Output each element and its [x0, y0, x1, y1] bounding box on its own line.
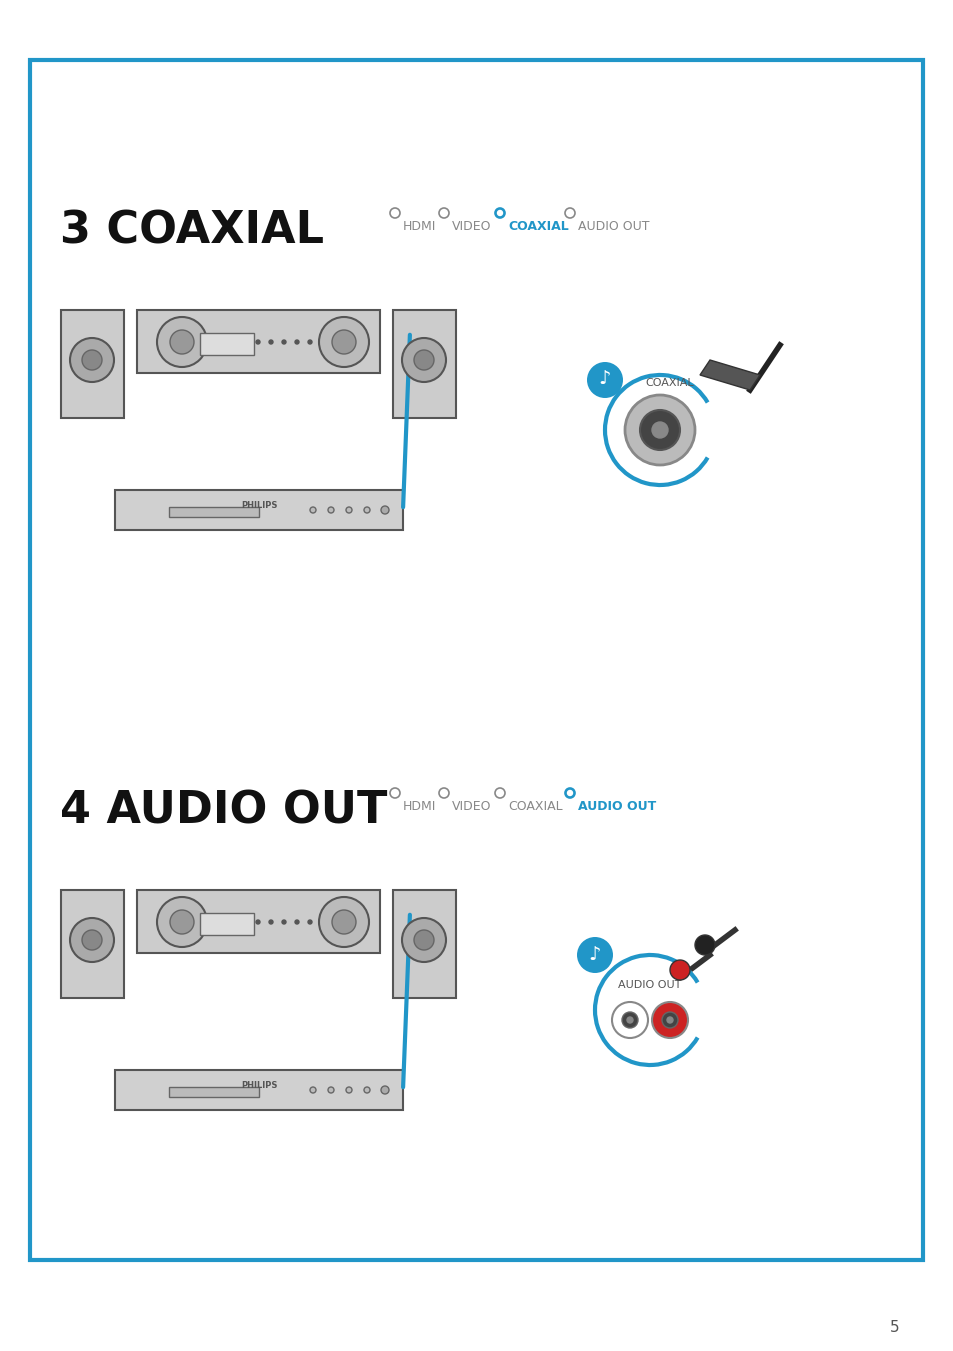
Circle shape: [364, 507, 370, 513]
Text: 3 COAXIAL: 3 COAXIAL: [60, 209, 324, 253]
Circle shape: [294, 920, 298, 924]
Circle shape: [157, 317, 207, 367]
Circle shape: [294, 340, 298, 345]
Bar: [137, 309, 379, 373]
Circle shape: [318, 317, 369, 367]
Text: HDMI: HDMI: [402, 220, 436, 232]
Bar: [200, 332, 253, 355]
Circle shape: [328, 507, 334, 513]
Circle shape: [318, 897, 369, 947]
Text: VIDEO: VIDEO: [452, 220, 491, 232]
Circle shape: [666, 1017, 672, 1023]
Circle shape: [414, 350, 434, 370]
Circle shape: [70, 917, 113, 962]
Text: VIDEO: VIDEO: [452, 800, 491, 813]
Text: COAXIAL: COAXIAL: [507, 220, 568, 232]
Circle shape: [255, 920, 260, 924]
Text: HDMI: HDMI: [402, 800, 436, 813]
Circle shape: [310, 507, 315, 513]
Bar: [115, 1070, 402, 1111]
Circle shape: [495, 208, 504, 218]
Circle shape: [497, 211, 502, 216]
Circle shape: [282, 340, 286, 345]
Circle shape: [170, 911, 193, 934]
Circle shape: [401, 917, 446, 962]
Circle shape: [612, 1002, 647, 1038]
Text: COAXIAL: COAXIAL: [645, 378, 694, 388]
Circle shape: [282, 920, 286, 924]
Bar: [61, 890, 124, 998]
Circle shape: [70, 338, 113, 382]
Circle shape: [380, 507, 389, 513]
Circle shape: [157, 897, 207, 947]
Circle shape: [332, 911, 355, 934]
Text: AUDIO OUT: AUDIO OUT: [578, 220, 649, 232]
Text: PHILIPS: PHILIPS: [240, 1081, 277, 1089]
Circle shape: [346, 507, 352, 513]
Circle shape: [308, 340, 312, 345]
Polygon shape: [700, 359, 760, 390]
Circle shape: [346, 1088, 352, 1093]
Circle shape: [621, 1012, 638, 1028]
Circle shape: [661, 1012, 678, 1028]
Bar: [61, 309, 124, 417]
Circle shape: [414, 929, 434, 950]
Circle shape: [170, 330, 193, 354]
Circle shape: [564, 788, 575, 798]
Circle shape: [586, 362, 622, 399]
Text: AUDIO OUT: AUDIO OUT: [578, 800, 656, 813]
Circle shape: [626, 1017, 633, 1023]
Text: 4 AUDIO OUT: 4 AUDIO OUT: [60, 790, 387, 834]
Circle shape: [624, 394, 695, 465]
Circle shape: [332, 330, 355, 354]
Bar: [30, 59, 923, 1260]
Circle shape: [380, 1086, 389, 1094]
Circle shape: [269, 920, 273, 924]
Circle shape: [328, 1088, 334, 1093]
Circle shape: [82, 929, 102, 950]
Bar: [115, 490, 402, 530]
Circle shape: [308, 920, 312, 924]
Bar: [169, 507, 258, 517]
Circle shape: [639, 409, 679, 450]
Circle shape: [567, 790, 572, 796]
Bar: [200, 913, 253, 935]
Bar: [137, 890, 379, 952]
Circle shape: [695, 935, 714, 955]
Circle shape: [651, 1002, 687, 1038]
Circle shape: [255, 340, 260, 345]
Circle shape: [310, 1088, 315, 1093]
Circle shape: [243, 920, 247, 924]
Circle shape: [243, 340, 247, 345]
Text: COAXIAL: COAXIAL: [507, 800, 562, 813]
Circle shape: [364, 1088, 370, 1093]
Circle shape: [651, 422, 667, 438]
Text: 5: 5: [889, 1320, 899, 1335]
Bar: [393, 309, 456, 417]
Circle shape: [82, 350, 102, 370]
Text: AUDIO OUT: AUDIO OUT: [618, 979, 681, 990]
Bar: [393, 890, 456, 998]
Circle shape: [401, 338, 446, 382]
Bar: [169, 1088, 258, 1097]
Text: PHILIPS: PHILIPS: [240, 500, 277, 509]
Text: ♪: ♪: [598, 370, 611, 389]
Circle shape: [269, 340, 273, 345]
Circle shape: [669, 961, 689, 979]
Text: ♪: ♪: [588, 944, 600, 963]
Circle shape: [577, 938, 613, 973]
